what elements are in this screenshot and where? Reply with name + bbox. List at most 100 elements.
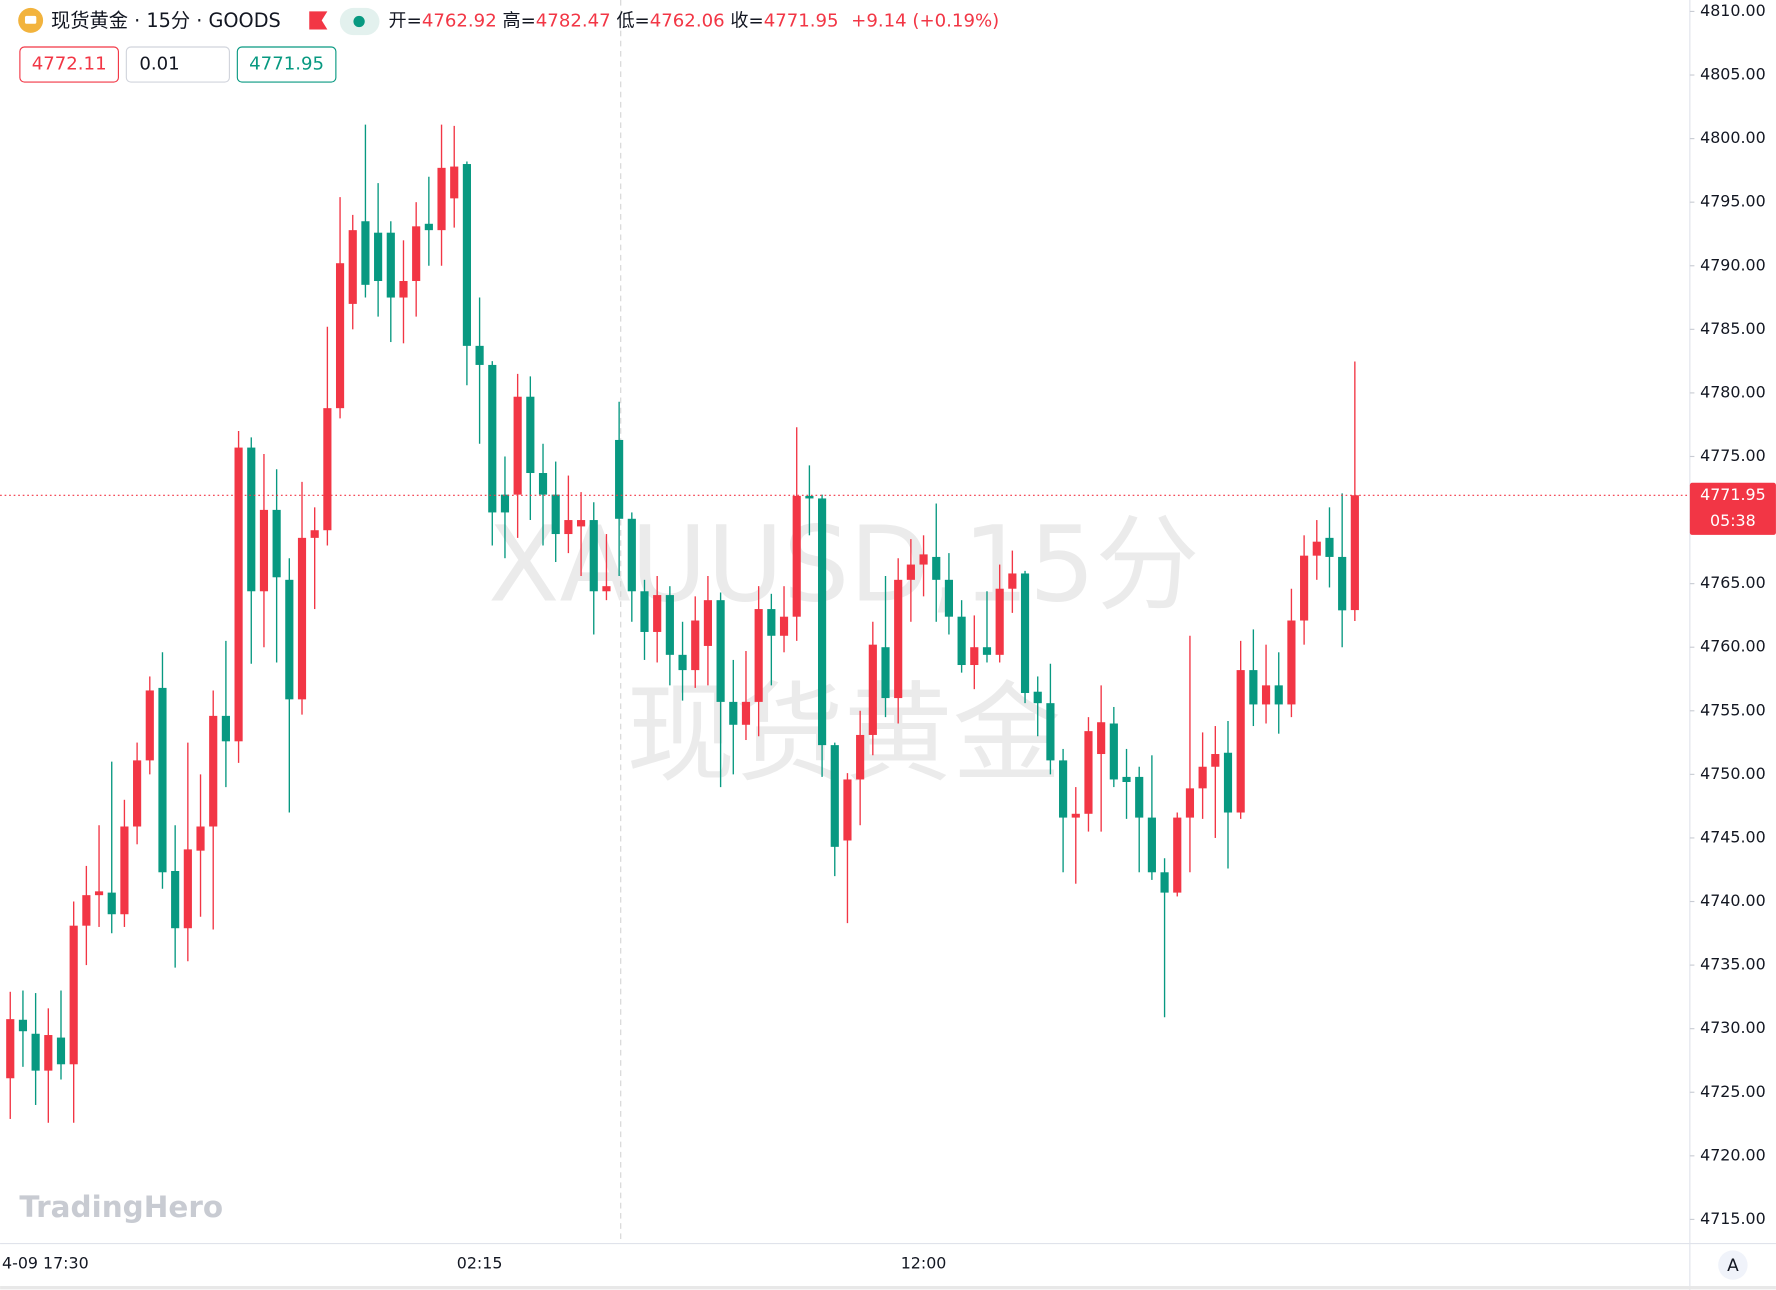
candle-body (944, 579, 954, 617)
candle-body (94, 891, 104, 896)
candle-body (323, 408, 332, 531)
candle-body (158, 687, 167, 873)
candle-body (1147, 817, 1156, 873)
change-pct: (+0.19%) (912, 11, 999, 32)
candle-body (576, 520, 586, 527)
candle-body (196, 826, 205, 851)
sell-price: 4772.11 (32, 54, 107, 75)
candle-body (1122, 776, 1131, 782)
candle-body (133, 760, 142, 827)
candle-body (348, 230, 357, 304)
candle-body (754, 609, 763, 702)
open-label: 开= (389, 11, 422, 32)
candle-body (361, 221, 370, 285)
candle-body (1236, 670, 1245, 813)
y-tick-label: 4775.00 (1700, 446, 1766, 465)
ohlc-legend: 开=4762.92 高=4782.47 低=4762.06 收=4771.95 … (389, 11, 1000, 32)
auto-scale-button[interactable] (1718, 1250, 1748, 1280)
candle-body (627, 518, 636, 592)
auto-scale-label: A (1727, 1256, 1739, 1276)
candle-body (183, 849, 192, 929)
y-tick-label: 4805.00 (1700, 65, 1766, 84)
sell-button[interactable] (19, 46, 119, 83)
candle-body (1173, 817, 1182, 893)
candle-body (818, 498, 827, 746)
candle-body (335, 263, 345, 409)
candle-body (1198, 766, 1207, 789)
candle-body (513, 396, 522, 495)
y-tick-label: 4765.00 (1700, 573, 1766, 592)
candle-body (44, 1035, 53, 1071)
candle-body (424, 223, 433, 231)
candle-body (1287, 620, 1296, 705)
candle-body (209, 715, 218, 827)
buy-price: 4771.95 (249, 54, 324, 75)
candle-body (1033, 691, 1042, 704)
candle-body (792, 495, 801, 617)
candle-body (1046, 703, 1055, 761)
candle-body (1300, 555, 1309, 621)
watermark: XAUUSD,15分 现货黄金 (488, 503, 1199, 797)
candle-body (919, 554, 928, 565)
candle-body (729, 701, 738, 725)
candle-body (475, 345, 484, 365)
quantity-value: 0.01 (139, 54, 179, 75)
candle-body (386, 232, 395, 298)
close-value: 4771.95 (764, 11, 839, 32)
candle-body (1008, 573, 1017, 589)
candle-body (716, 600, 725, 702)
candle-body (18, 1019, 28, 1032)
market-status-dot (353, 15, 365, 28)
candle-body (703, 600, 712, 646)
y-tick-label: 4730.00 (1700, 1018, 1766, 1037)
high-label: 高= (502, 11, 535, 32)
candle-body (982, 647, 992, 655)
candle-body (932, 556, 941, 580)
candle-body (995, 588, 1004, 655)
low-label: 低= (616, 11, 649, 32)
candle-body (1097, 722, 1106, 755)
candle-body (1261, 685, 1271, 705)
candle-body (830, 745, 839, 847)
buy-button[interactable] (236, 46, 337, 83)
candle-body (1109, 723, 1118, 780)
candle-body (906, 564, 915, 580)
plot (0, 124, 1690, 1123)
candle-body (107, 892, 116, 915)
candle-body (500, 494, 510, 513)
y-tick-label: 4720.00 (1700, 1145, 1766, 1164)
flag-icon (309, 11, 328, 30)
candle-body (551, 494, 560, 535)
candle-body (69, 925, 78, 1065)
candle-body (171, 871, 180, 929)
y-tick-label: 4755.00 (1700, 700, 1766, 719)
candle-body (1249, 670, 1258, 705)
candle-body (6, 1019, 15, 1079)
x-tick-label: 4-09 17:30 (2, 1253, 89, 1272)
candle-body (970, 647, 979, 666)
candle-body (564, 520, 573, 535)
candle-body (82, 895, 91, 926)
candle-body (1325, 537, 1334, 557)
candle-body (1059, 760, 1068, 818)
quantity-input[interactable] (125, 46, 230, 83)
price-axis: 4715.00 4720.00 4725.00 4730.00 4735.00 4740.… (1689, 1, 1766, 1228)
candle-body (1274, 685, 1283, 705)
candle-body (843, 779, 852, 841)
change: +9.14 (851, 11, 907, 32)
candle-body (538, 473, 548, 495)
candle-body (805, 495, 814, 499)
y-tick-label: 4760.00 (1700, 637, 1766, 656)
candle-body (881, 647, 890, 699)
symbol-icon-glyph (24, 15, 37, 24)
candle-body (221, 715, 230, 742)
y-tick-label: 4810.00 (1700, 1, 1766, 20)
candle-body (285, 579, 294, 700)
candle-body (259, 509, 269, 592)
y-tick-label: 4785.00 (1700, 319, 1766, 338)
y-tick-label: 4725.00 (1700, 1082, 1766, 1101)
candle-body (856, 734, 865, 780)
candle-body (399, 281, 408, 298)
